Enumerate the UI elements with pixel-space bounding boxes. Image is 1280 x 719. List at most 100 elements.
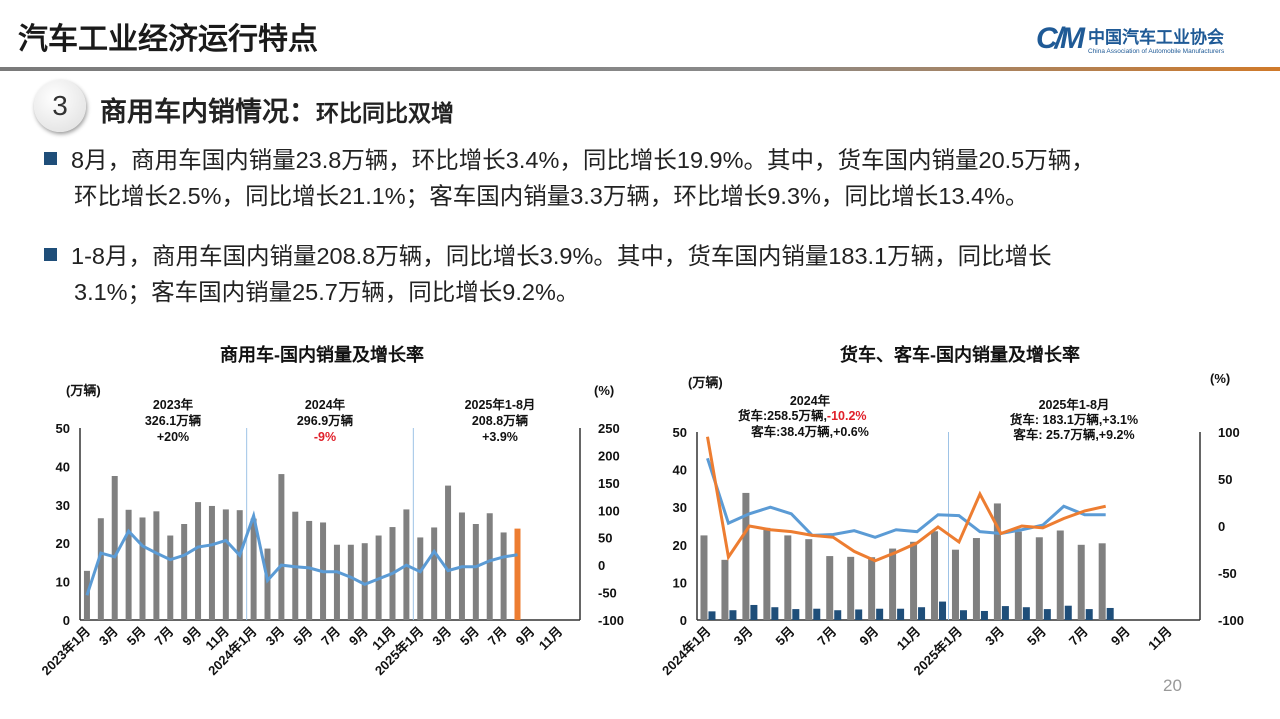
chart2-bus-bar — [1064, 605, 1072, 620]
chart2-anno-2025-year: 2025年1-8月 — [1039, 397, 1110, 412]
chart1-ytick-right: 250 — [598, 421, 620, 436]
chart2-ytick-left: 30 — [673, 500, 687, 515]
chart2-xtick: 5月 — [1024, 624, 1049, 649]
chart2-bus-bar — [792, 609, 800, 620]
chart1-bar — [167, 535, 174, 620]
bullet-text: 环比增长2.5%，同比增长21.1%；客车国内销量3.3万辆，环比增长9.3%，… — [74, 183, 1029, 209]
chart2-plot: 0 10 20 30 40 50 -100 -50 0 50 100 2024年1月 3月 5月 7月 9月 1… — [659, 425, 1244, 678]
logo-cn: 中国汽车工业协会 — [1088, 28, 1224, 47]
chart2-bus-bar — [855, 609, 863, 620]
chart1-bar — [181, 524, 188, 620]
chart1-bar — [222, 509, 229, 620]
chart2-truck-bar — [972, 538, 980, 620]
chart1-xtick: 9月 — [513, 624, 538, 649]
chart2-anno-2025-truck: 货车: 183.1万辆,+3.1% — [1010, 412, 1138, 427]
chart2-anno-2024-truck-volume: 货车:258.5万辆, — [738, 408, 827, 423]
chart1-bar — [83, 570, 90, 620]
chart2-bus-bar — [959, 610, 967, 620]
chart1-bar — [111, 476, 118, 620]
chart1-bar — [278, 474, 285, 620]
chart2-title: 货车、客车-国内销量及增长率 — [840, 344, 1080, 365]
chart2-bus-bar — [1106, 607, 1114, 620]
caam-logo: C/M 中国汽车工业协会 China Association of Automo… — [1036, 22, 1224, 56]
chart1-anno-2025-growth: +3.9% — [482, 430, 518, 444]
chart1-ytick-right: 200 — [598, 448, 620, 463]
bullet-square-icon — [44, 152, 57, 165]
chart1-bar — [347, 544, 354, 620]
chart2-bus-growth-line — [706, 457, 1106, 539]
chart2-ytick-right: -50 — [1218, 566, 1237, 581]
chart1-bar — [264, 548, 271, 620]
chart1-xtick: 7月 — [151, 624, 176, 649]
chart2-bus-bar — [729, 610, 737, 620]
section-number: 3 — [34, 80, 86, 132]
bullet-text: 8月，商用车国内销量23.8万辆，环比增长3.4%，同比增长19.9%。其中，货… — [71, 147, 1095, 173]
chart1-xtick: 7月 — [485, 624, 510, 649]
chart2-anno-2024-year: 2024年 — [790, 393, 831, 408]
chart2-anno-2024-bus: 客车:38.4万辆,+0.6% — [750, 424, 869, 439]
caam-logo-mark-icon: C/M — [1036, 22, 1085, 55]
chart2-truck-growth-line — [706, 436, 1107, 563]
chart2-ytick-right: -100 — [1218, 613, 1244, 628]
chart2-truck-bar — [951, 549, 959, 620]
chart1-xtick: 5月 — [290, 624, 315, 649]
chart2-bus-bar — [1085, 609, 1093, 620]
chart2-anno-2024-truck-growth: -10.2% — [827, 409, 867, 423]
chart2-ytick-left: 50 — [673, 425, 687, 440]
chart2-truck-bar — [931, 531, 939, 620]
chart2-anno-2025-bus: 客车: 25.7万辆,+9.2% — [1012, 427, 1134, 442]
chart2-truck-bar — [1035, 537, 1043, 620]
chart1-anno-2023-volume: 326.1万辆 — [145, 413, 202, 428]
chart2-xtick: 3月 — [982, 624, 1007, 649]
chart2-truck-bar — [1014, 531, 1022, 620]
chart2-xtick: 11月 — [894, 624, 924, 654]
chart2-truck-bar — [847, 556, 855, 620]
chart1-xtick: 3月 — [429, 624, 454, 649]
bullet-text: 1-8月，商用车国内销量208.8万辆，同比增长3.9%。其中，货车国内销量18… — [71, 243, 1052, 269]
header-divider — [0, 67, 1280, 71]
chart2-bus-bar — [813, 608, 821, 620]
section-heading: 商用车内销情况：环比同比双增 — [100, 90, 454, 129]
chart2-bus-bar — [876, 608, 884, 620]
chart2-bus-bar — [918, 607, 926, 620]
chart1-anno-2023-year: 2023年 — [153, 397, 194, 412]
chart1-anno-2024-volume: 296.9万辆 — [297, 413, 354, 428]
chart1-growth-line — [85, 510, 518, 596]
chart1-ytick-left: 40 — [56, 459, 70, 474]
chart1-ytick-right: 50 — [598, 531, 612, 546]
bullet-text: 3.1%；客车国内销量25.7万辆，同比增长9.2%。 — [74, 279, 580, 305]
page-title: 汽车工业经济运行特点 — [18, 23, 318, 56]
chart2-truck-bar — [826, 556, 834, 620]
chart2-truck-bar — [889, 548, 897, 620]
chart2-bus-bar — [1043, 609, 1051, 620]
chart2-truck-bar — [700, 535, 708, 620]
chart1-bar — [472, 524, 479, 620]
chart1-bar — [514, 528, 521, 620]
chart1-title: 商用车-国内销量及增长率 — [220, 344, 424, 365]
chart2-right-unit: (%) — [1210, 371, 1230, 386]
section-subtitle: 环比同比双增 — [316, 100, 454, 126]
chart1-ytick-left: 0 — [63, 613, 70, 628]
chart2-truck-bar — [910, 541, 918, 620]
chart1-xtick: 9月 — [346, 624, 371, 649]
chart1-bar — [500, 532, 507, 620]
chart2-ytick-right: 0 — [1218, 519, 1225, 534]
chart2-ytick-left: 40 — [673, 463, 687, 478]
chart1-ytick-left: 30 — [56, 498, 70, 513]
chart2-bus-bar — [980, 610, 988, 620]
chart1-ytick-right: 0 — [598, 558, 605, 573]
chart1-bar — [153, 511, 160, 620]
section-title: 商用车内销情况： — [100, 97, 316, 127]
chart1-xtick: 7月 — [318, 624, 343, 649]
chart2-truck-bar — [742, 492, 750, 620]
chart2-truck-bar — [868, 557, 876, 620]
chart1-bar — [486, 513, 493, 620]
chart2-truck-bar — [763, 527, 771, 620]
chart1-ytick-right: -100 — [598, 613, 624, 628]
chart2-ytick-right: 100 — [1218, 425, 1240, 440]
chart1-anno-2024-year: 2024年 — [305, 397, 346, 412]
chart2-bus-bar — [708, 611, 716, 620]
chart2-xtick: 11月 — [1145, 624, 1175, 654]
chart1-xtick: 5月 — [124, 624, 149, 649]
